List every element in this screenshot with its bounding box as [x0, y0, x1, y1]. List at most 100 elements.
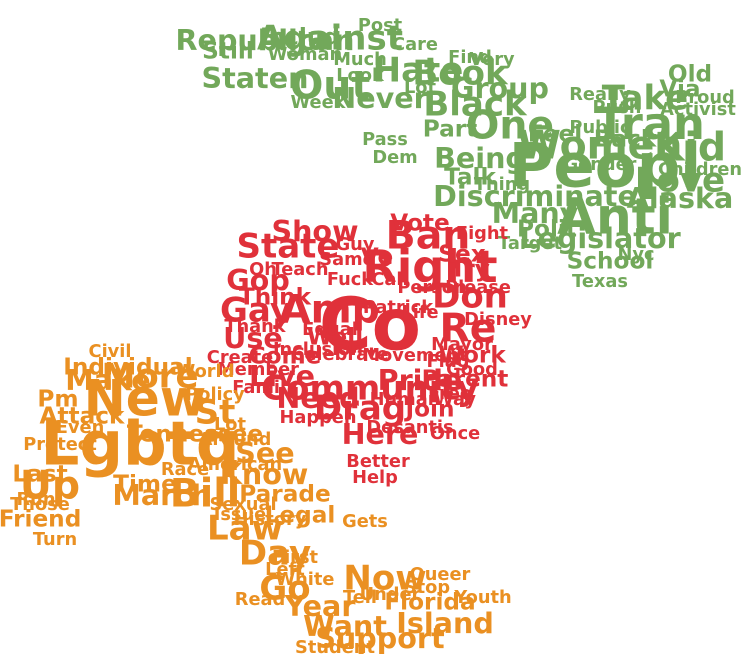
- heart-word-amp: Amp: [280, 287, 380, 333]
- hand-word-new: New: [84, 369, 206, 428]
- heart-word-fight: Fight: [456, 223, 509, 244]
- heart-word-here: Here: [342, 417, 419, 451]
- hand-word-run: Run: [16, 489, 55, 510]
- dove-word-care: Care: [392, 34, 438, 55]
- heart-word-co: Co: [319, 283, 421, 367]
- heart-word-inclusion: Inclusion: [273, 339, 363, 360]
- dove-word-republican: Republican: [176, 23, 355, 57]
- dove-word-activist: Activist: [660, 99, 736, 120]
- heart-word-gay: Gay: [220, 291, 292, 331]
- heart-word-call: Call: [371, 269, 408, 290]
- heart-word-way: Way: [434, 389, 476, 410]
- dove-word-still: Still: [202, 38, 254, 65]
- hand-word-bill: Bill: [170, 471, 241, 517]
- heart-word-good: Good: [446, 359, 498, 380]
- hand-word-now: Now: [343, 559, 426, 599]
- heart-word-well: Well: [307, 324, 363, 351]
- dove-word-love: Love: [635, 161, 725, 201]
- heart-word-help: Help: [352, 467, 398, 488]
- dove-word-black: Black: [423, 85, 528, 125]
- hand-word-florida: Florida: [384, 589, 475, 616]
- hand-word-gets: Gets: [342, 511, 388, 532]
- heart-word-ve: Ve: [361, 244, 393, 271]
- dove-word-part: Part: [423, 116, 478, 143]
- heart-word-person: Person: [397, 277, 466, 298]
- heart-word-family: Family: [232, 377, 298, 398]
- hand-word-want: Want: [303, 609, 387, 643]
- dove-word-staten: Staten: [202, 61, 309, 95]
- dove-word-public: Public: [569, 117, 630, 138]
- hand-word-go: Go: [259, 569, 310, 609]
- dove-word-being: Being: [434, 141, 526, 175]
- dove-word-dem: Dem: [372, 147, 417, 168]
- heart-word-life: Life: [401, 302, 438, 323]
- heart-word-equal: Equal: [302, 319, 358, 340]
- heart-word-need: Need: [276, 381, 359, 415]
- dove-word-never: Never: [332, 81, 428, 115]
- dove-word-many: Many: [492, 196, 579, 230]
- heart-word-work: Work: [438, 342, 506, 369]
- heart-word-disney: Disney: [464, 309, 532, 330]
- dove-word-target: Target: [498, 233, 562, 254]
- dove-word-book: Book: [412, 54, 509, 94]
- dove-word-legislator: Legislator: [519, 221, 681, 255]
- heart-word-create: Create: [207, 347, 273, 368]
- heart-word-join: Join: [403, 396, 454, 423]
- dove-word-really: Really: [569, 84, 631, 105]
- heart-word-drag: Drag: [314, 389, 406, 429]
- dove-word-nyc: Nyc: [617, 244, 654, 265]
- heart-word-re: Re: [439, 306, 496, 352]
- hand-word-law: Law: [207, 509, 283, 549]
- hand-word-day: Day: [239, 534, 311, 574]
- heart-word-come: Come: [249, 343, 322, 370]
- hand-word-read: Read: [235, 589, 285, 610]
- heart-word-better: Better: [346, 451, 410, 472]
- dove-word-woman: Woman: [268, 44, 342, 65]
- dove-word-tran: Tran: [595, 97, 705, 150]
- hand-word-those: Those: [10, 494, 70, 515]
- heart-word-try: Try: [450, 256, 490, 283]
- dove-word-take: Take: [602, 79, 689, 119]
- heart-word-state: State: [237, 227, 340, 267]
- hand-word-lot: Lot: [214, 414, 247, 435]
- dove-word-find: Find: [448, 47, 492, 68]
- heart-word-thank: Thank: [224, 316, 286, 337]
- dove-word-week: Week: [291, 92, 347, 113]
- dove-word-kid: Kid: [654, 125, 726, 171]
- dove-word-texas: Texas: [572, 271, 628, 292]
- heart-word-guy: Guy: [336, 234, 375, 255]
- hand-word-march: March: [112, 478, 211, 512]
- heart-word-sex: Sex: [438, 241, 485, 268]
- hand-word-sexual: Sexual: [209, 494, 276, 515]
- hand-word-last: Last: [12, 461, 67, 488]
- heart-word-member: Member: [217, 359, 299, 380]
- dove-word-look: Look: [336, 65, 385, 86]
- dove-word-school: School: [567, 248, 654, 275]
- dove-word-hate: Hate: [373, 51, 464, 91]
- hand-word-tennessee: Tennessee: [127, 421, 263, 448]
- dove-word-old: Old: [668, 61, 712, 88]
- heart-word-once: Once: [430, 423, 480, 444]
- hand-word-lgbtq: Lgbtq: [40, 409, 239, 480]
- heart-word-desantis: Desantis: [366, 417, 453, 438]
- hand-word-queer: Queer: [410, 564, 471, 585]
- hand-word-know: Know: [220, 457, 309, 491]
- dove-word-much: Much: [333, 49, 387, 70]
- heart-word-show: Show: [271, 214, 358, 248]
- heart-word-live: Live: [249, 359, 315, 393]
- hand-word-world: World: [176, 361, 235, 382]
- heart-word-movement: Movement: [362, 345, 468, 366]
- hand-word-legal: Legal: [265, 502, 336, 529]
- hand-word-more: More: [101, 357, 198, 397]
- heart-word-don: Don: [432, 277, 508, 317]
- hand-word-see: See: [235, 436, 294, 470]
- dove-word-includ: Includ: [260, 24, 340, 51]
- hand-word-parade: Parade: [239, 481, 330, 508]
- hand-word-around: Around: [199, 429, 272, 450]
- heart-word-patrick: Patrick: [363, 297, 434, 318]
- hand-word-attack: Attack: [40, 403, 126, 430]
- hand-word-left: Left: [265, 559, 305, 580]
